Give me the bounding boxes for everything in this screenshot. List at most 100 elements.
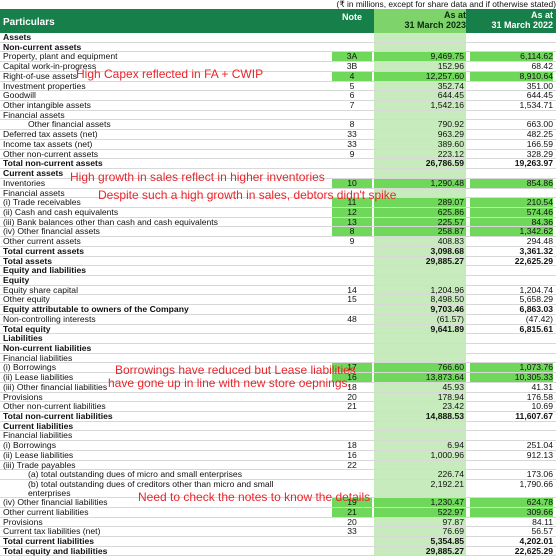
row-value-2023 — [374, 334, 466, 343]
row-value-2023: 1,000.96 — [374, 451, 466, 460]
row-value-2023: 1,230.47 — [374, 498, 466, 507]
row-value-2023: 26,786.59 — [374, 159, 466, 169]
row-note: 16 — [347, 449, 357, 460]
table-row: Equity — [0, 276, 556, 286]
table-row: Other non-current liabilities 21 23.42 10.6… — [0, 402, 556, 413]
header-col-2023-line1: As at — [443, 10, 466, 20]
table-row: Total non-current liabilities 14,888.53 11… — [0, 412, 556, 422]
row-note: 6 — [349, 90, 355, 101]
row-particular: Other financial assets — [28, 119, 111, 130]
row-note: 7 — [349, 100, 355, 111]
row-note: 18 — [347, 381, 357, 392]
row-note: 3B — [346, 61, 358, 72]
row-value-2023 — [374, 353, 466, 363]
row-note: 4 — [332, 72, 372, 81]
table-row: (ii) Cash and cash equivalents 12 625.86 57… — [0, 208, 556, 218]
row-note: 20 — [347, 391, 357, 402]
row-value-2022: (47.42) — [525, 313, 553, 324]
table-row: Financial liabilities — [0, 353, 556, 364]
row-particular: Financial assets — [3, 187, 65, 198]
row-value-2023: 790.92 — [374, 120, 466, 130]
row-value-2022: 663.00 — [526, 119, 553, 130]
table-row: Income tax assets (net) 33 389.60 166.59 — [0, 140, 556, 150]
row-value-2023 — [374, 460, 466, 470]
row-particular: Other equity — [3, 294, 50, 305]
row-value-2023: 625.86 — [374, 208, 466, 217]
row-value-2023 — [374, 266, 466, 275]
row-particular: Inventories — [3, 177, 46, 188]
row-particular: Capital work-in-progress — [3, 61, 97, 72]
row-particular: Goodwill — [3, 90, 36, 101]
table-row: Total assets 29,885.27 22,625.29 — [0, 255, 556, 267]
row-particular: (iii) Bank balances other than cash and … — [3, 216, 218, 227]
row-value-2023: 408.83 — [374, 237, 466, 246]
row-particular: (iii) Trade payables — [3, 459, 76, 470]
row-particular: Non-current liabilities — [3, 343, 92, 353]
row-note: 12 — [332, 208, 372, 217]
row-particular: Total assets — [3, 255, 53, 266]
row-note: 9 — [349, 148, 355, 159]
row-value-2023 — [374, 431, 466, 441]
row-note: 5 — [349, 80, 355, 91]
annotation-inventories: High growth in sales reflect in higher i… — [70, 170, 325, 184]
row-value-2023: 3,098.68 — [374, 247, 466, 256]
table-row: (iv) Other financial assets 8 258.87 1,342.… — [0, 226, 556, 238]
row-value-2023 — [374, 275, 466, 285]
row-value-2022: 173.06 — [526, 469, 553, 480]
row-value-2022 — [470, 334, 553, 343]
table-row: Capital work-in-progress 3B 152.96 68.42 — [0, 62, 556, 72]
annotation-capex: High Capex reflected in FA + CWIP — [76, 67, 264, 81]
table-row: Deferred tax assets (net) 33 963.29 482.25 — [0, 130, 556, 140]
row-value-2023: 9,469.75 — [374, 52, 466, 62]
table-row: Total current liabilities 5,354.85 4,202.0… — [0, 537, 556, 547]
table-row: Non-current liabilities — [0, 344, 556, 354]
row-value-2022: 351.00 — [526, 80, 553, 91]
table-row: (a) total outstanding dues of micro and … — [0, 469, 556, 481]
row-value-2023: 223.12 — [374, 149, 466, 159]
row-value-2023 — [374, 42, 466, 52]
row-value-2023: 5,354.85 — [374, 537, 466, 546]
table-row: Total equity 9,641.89 6,815.61 — [0, 323, 556, 335]
row-value-2022: 1,342.62 — [470, 227, 553, 237]
row-value-2022: 6,815.61 — [519, 323, 553, 334]
table-row: Investment properties 5 352.74 351.00 — [0, 80, 556, 92]
row-particular: Financial liabilities — [3, 430, 73, 441]
table-row: Other intangible assets 7 1,542.16 1,534.71 — [0, 101, 556, 111]
table-row: (ii) Lease liabilities 16 1,000.96 912.13 — [0, 451, 556, 461]
table-row: Liabilities — [0, 334, 556, 344]
annotation-lease-1: Borrowings have reduced but Lease liabil… — [115, 363, 356, 377]
row-value-2022: 1,204.74 — [519, 284, 553, 295]
row-value-2023: 14,888.53 — [374, 412, 466, 421]
row-value-2023: 178.94 — [374, 392, 466, 402]
table-row: Provisions 20 178.94 176.58 — [0, 391, 556, 403]
row-value-2023: 963.29 — [374, 130, 466, 139]
row-particular: (ii) Lease liabilities — [3, 449, 74, 460]
table-row: Equity share capital 14 1,204.96 1,204.74 — [0, 284, 556, 296]
row-value-2022: 309.66 — [470, 508, 553, 517]
row-value-2022: 22,625.29 — [514, 255, 553, 266]
row-value-2022: 624.78 — [470, 498, 553, 507]
row-note: 18 — [347, 440, 357, 451]
row-note: 33 — [347, 129, 357, 140]
row-note: 13 — [332, 217, 372, 227]
row-value-2023: 1,542.16 — [374, 101, 466, 110]
row-particular: Total equity and liabilities — [3, 545, 108, 556]
header-col-2022-line1: As at — [530, 10, 553, 20]
row-particular: (ii) Cash and cash equivalents — [3, 206, 119, 217]
table-row: Non-controlling interests 48 (61.57) (47.42… — [0, 315, 556, 325]
row-particular: Property, plant and equipment — [3, 51, 118, 62]
row-particular: Current tax liabilities (net) — [3, 526, 101, 537]
row-value-2023 — [374, 188, 466, 198]
row-particular: Income tax assets (net) — [3, 138, 93, 149]
header-col-2022: As at 31 March 2022 — [470, 9, 553, 30]
row-value-2022: 251.04 — [526, 440, 553, 451]
row-value-2022: 854.86 — [470, 179, 553, 188]
row-particular: Current assets — [3, 168, 64, 179]
row-value-2023 — [374, 33, 466, 42]
table-row: Financial assets — [0, 187, 556, 199]
table-row: (i) Trade receivables 11 289.07 210.54 — [0, 198, 556, 208]
row-value-2022: 68.42 — [531, 61, 553, 72]
row-particular: (iv) Other financial assets — [3, 226, 100, 237]
row-value-2022: 644.45 — [526, 90, 553, 101]
row-note: 10 — [332, 179, 372, 188]
